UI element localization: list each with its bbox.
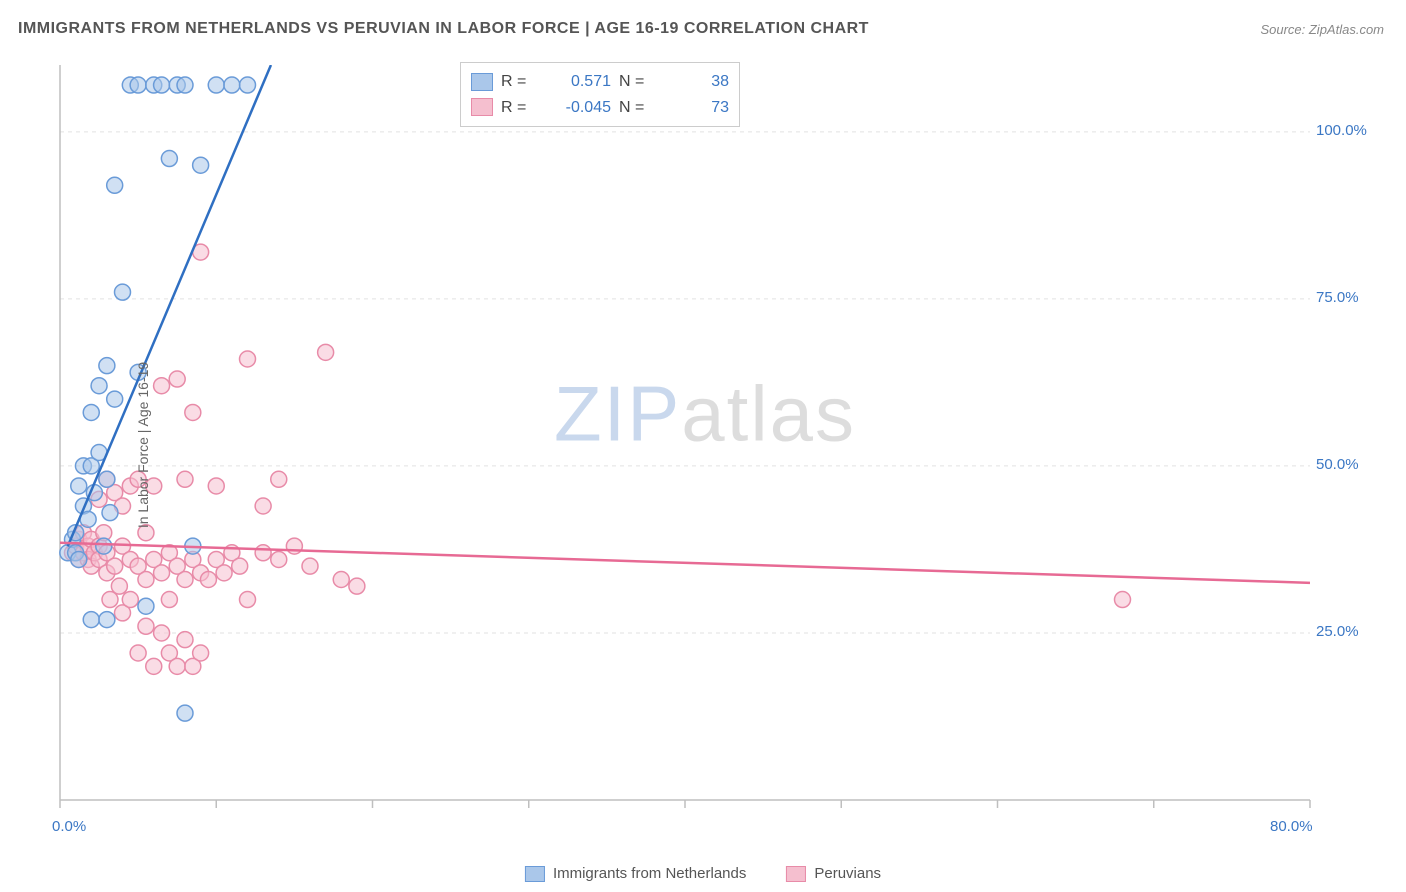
y-tick-label: 50.0% (1316, 456, 1359, 473)
legend-swatch-netherlands (525, 866, 545, 882)
plot-area: In Labor Force | Age 16-19 ZIPatlas (50, 60, 1360, 830)
y-axis-label: In Labor Force | Age 16-19 (135, 362, 151, 528)
n-label: N = (619, 95, 651, 121)
r-label: R = (501, 95, 533, 121)
legend-swatch-peruvians (786, 866, 806, 882)
source-attribution: Source: ZipAtlas.com (1260, 22, 1384, 37)
x-tick-label: 0.0% (52, 818, 86, 835)
r-label: R = (501, 69, 533, 95)
legend-label: Peruvians (814, 865, 881, 882)
legend-row: R = -0.045 N = 73 (471, 95, 729, 121)
legend-swatch-peruvians (471, 98, 493, 116)
correlation-legend: R = 0.571 N = 38 R = -0.045 N = 73 (460, 62, 740, 127)
n-value: 73 (659, 95, 729, 121)
series-legend: Immigrants from Netherlands Peruvians (525, 865, 881, 882)
legend-swatch-netherlands (471, 73, 493, 91)
n-label: N = (619, 69, 651, 95)
legend-item: Immigrants from Netherlands (525, 865, 746, 882)
chart-container: IMMIGRANTS FROM NETHERLANDS VS PERUVIAN … (0, 0, 1406, 892)
chart-title: IMMIGRANTS FROM NETHERLANDS VS PERUVIAN … (18, 20, 869, 38)
legend-row: R = 0.571 N = 38 (471, 69, 729, 95)
legend-label: Immigrants from Netherlands (553, 865, 746, 882)
y-tick-label: 25.0% (1316, 623, 1359, 640)
y-tick-label: 75.0% (1316, 289, 1359, 306)
x-tick-label: 80.0% (1270, 818, 1313, 835)
r-value: 0.571 (541, 69, 611, 95)
legend-item: Peruvians (786, 865, 881, 882)
y-tick-label: 100.0% (1316, 122, 1367, 139)
n-value: 38 (659, 69, 729, 95)
r-value: -0.045 (541, 95, 611, 121)
scatter-plot-svg (50, 60, 1360, 830)
